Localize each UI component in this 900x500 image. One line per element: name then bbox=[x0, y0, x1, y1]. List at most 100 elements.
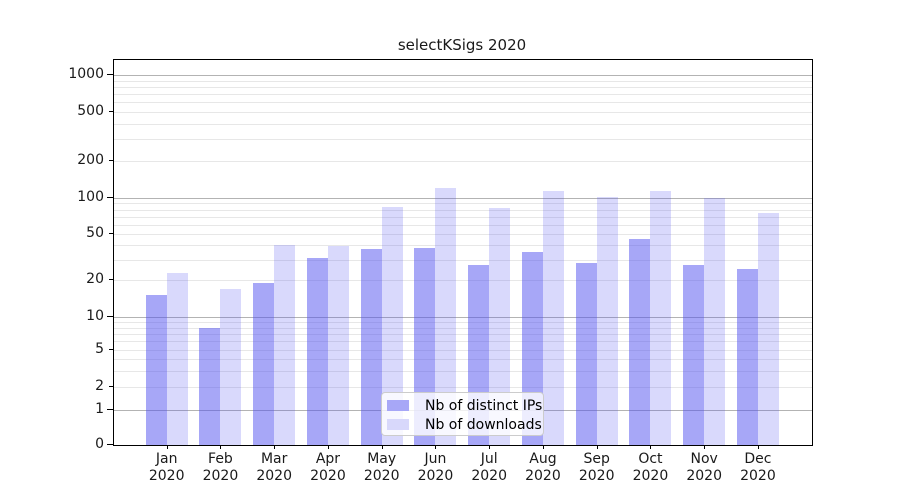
gridline bbox=[114, 234, 812, 235]
y-tick-label: 200 bbox=[77, 152, 104, 168]
gridline bbox=[114, 203, 812, 205]
bar-distinct-ips-oct-2020 bbox=[629, 239, 651, 445]
gridline bbox=[114, 75, 812, 76]
y-tick-label: 20 bbox=[86, 271, 104, 287]
x-tick-mark bbox=[542, 445, 544, 449]
plot-area bbox=[113, 59, 813, 446]
y-tick-mark bbox=[107, 197, 113, 198]
y-tick-label: 500 bbox=[77, 103, 104, 119]
bar-downloads-mar-2020 bbox=[274, 245, 296, 445]
bar-downloads-sep-2020 bbox=[596, 196, 618, 445]
bar-distinct-ips-sep-2020 bbox=[575, 263, 597, 445]
x-tick-mark bbox=[596, 445, 598, 449]
x-tick-label: Apr 2020 bbox=[310, 451, 346, 484]
gridline bbox=[114, 280, 812, 281]
bar-downloads-apr-2020 bbox=[327, 246, 349, 445]
x-tick-label: Nov 2020 bbox=[686, 451, 722, 484]
bar-downloads-may-2020 bbox=[381, 207, 403, 445]
x-tick-mark bbox=[489, 445, 491, 449]
y-tick-label: 2 bbox=[95, 378, 104, 394]
bar-distinct-ips-nov-2020 bbox=[683, 264, 705, 445]
x-tick-label: Jul 2020 bbox=[471, 451, 507, 484]
x-tick-label: Dec 2020 bbox=[740, 451, 776, 484]
x-tick-mark bbox=[327, 445, 329, 449]
gridline bbox=[114, 317, 812, 318]
gridline bbox=[114, 216, 812, 218]
legend-item-downloads: Nb of downloads bbox=[387, 415, 542, 434]
bar-distinct-ips-apr-2020 bbox=[306, 257, 328, 445]
y-tick-mark bbox=[107, 444, 113, 445]
x-tick-label: Sep 2020 bbox=[578, 451, 615, 484]
gridline bbox=[114, 333, 812, 335]
x-tick-label: Aug 2020 bbox=[525, 451, 561, 484]
y-tick-mark bbox=[109, 279, 113, 280]
gridline bbox=[114, 139, 812, 141]
y-tick-mark bbox=[109, 160, 113, 161]
x-tick-mark bbox=[381, 445, 383, 449]
x-tick-mark bbox=[166, 445, 168, 449]
bar-distinct-ips-jan-2020 bbox=[145, 295, 167, 445]
bar-distinct-ips-may-2020 bbox=[360, 249, 382, 445]
y-tick-mark bbox=[107, 316, 113, 317]
gridline bbox=[114, 224, 812, 226]
legend-swatch-downloads bbox=[387, 419, 409, 430]
x-tick-mark bbox=[704, 445, 706, 449]
bar-downloads-oct-2020 bbox=[650, 191, 672, 445]
bar-downloads-nov-2020 bbox=[704, 198, 726, 445]
bar-distinct-ips-mar-2020 bbox=[253, 282, 275, 445]
gridline bbox=[114, 387, 812, 388]
x-tick-mark bbox=[757, 445, 759, 449]
y-tick-mark bbox=[109, 111, 113, 112]
y-tick-mark bbox=[107, 74, 113, 75]
bar-distinct-ips-feb-2020 bbox=[199, 327, 221, 445]
gridline bbox=[114, 327, 812, 329]
gridline bbox=[114, 359, 812, 360]
gridline bbox=[114, 80, 812, 82]
bar-distinct-ips-dec-2020 bbox=[736, 268, 758, 445]
legend: Nb of distinct IPs Nb of downloads bbox=[381, 392, 544, 436]
gridline bbox=[114, 322, 812, 324]
x-tick-mark bbox=[274, 445, 276, 449]
legend-label-distinct-ips: Nb of distinct IPs bbox=[425, 397, 543, 414]
bar-downloads-jun-2020 bbox=[435, 188, 457, 445]
gridline bbox=[114, 102, 812, 104]
y-tick-label: 100 bbox=[77, 189, 104, 205]
gridline bbox=[114, 209, 812, 211]
gridline bbox=[114, 350, 812, 351]
y-tick-label: 50 bbox=[86, 225, 104, 241]
x-tick-label: May 2020 bbox=[363, 451, 400, 484]
legend-swatch-distinct-ips bbox=[387, 400, 409, 411]
bar-downloads-aug-2020 bbox=[542, 191, 564, 445]
x-tick-mark bbox=[435, 445, 437, 449]
gridline bbox=[114, 198, 812, 199]
y-tick-label: 10 bbox=[86, 308, 104, 324]
chart-title: selectKSigs 2020 bbox=[397, 36, 527, 54]
x-tick-mark bbox=[220, 445, 222, 449]
gridline bbox=[114, 112, 812, 113]
gridline bbox=[114, 370, 812, 372]
y-tick-mark bbox=[107, 409, 113, 410]
gridline bbox=[114, 94, 812, 96]
y-tick-label: 0 bbox=[95, 436, 104, 452]
x-tick-label: Jun 2020 bbox=[417, 451, 454, 484]
gridline bbox=[114, 86, 812, 88]
y-tick-label: 1000 bbox=[68, 66, 104, 82]
bar-downloads-feb-2020 bbox=[220, 288, 242, 445]
bar-downloads-dec-2020 bbox=[757, 212, 779, 445]
y-tick-mark bbox=[109, 233, 113, 234]
bar-downloads-jul-2020 bbox=[489, 208, 511, 445]
x-tick-label: Oct 2020 bbox=[632, 451, 669, 484]
legend-item-distinct-ips: Nb of distinct IPs bbox=[387, 396, 542, 415]
x-tick-label: Mar 2020 bbox=[256, 451, 292, 484]
gridline bbox=[114, 341, 812, 343]
gridline bbox=[114, 245, 812, 247]
gridline bbox=[114, 259, 812, 261]
y-tick-mark bbox=[109, 386, 113, 387]
y-tick-label: 1 bbox=[95, 401, 104, 417]
y-tick-label: 5 bbox=[95, 341, 104, 357]
bar-downloads-jan-2020 bbox=[166, 272, 188, 445]
gridline bbox=[114, 161, 812, 162]
legend-label-downloads: Nb of downloads bbox=[425, 416, 542, 433]
x-tick-label: Feb 2020 bbox=[202, 451, 239, 484]
